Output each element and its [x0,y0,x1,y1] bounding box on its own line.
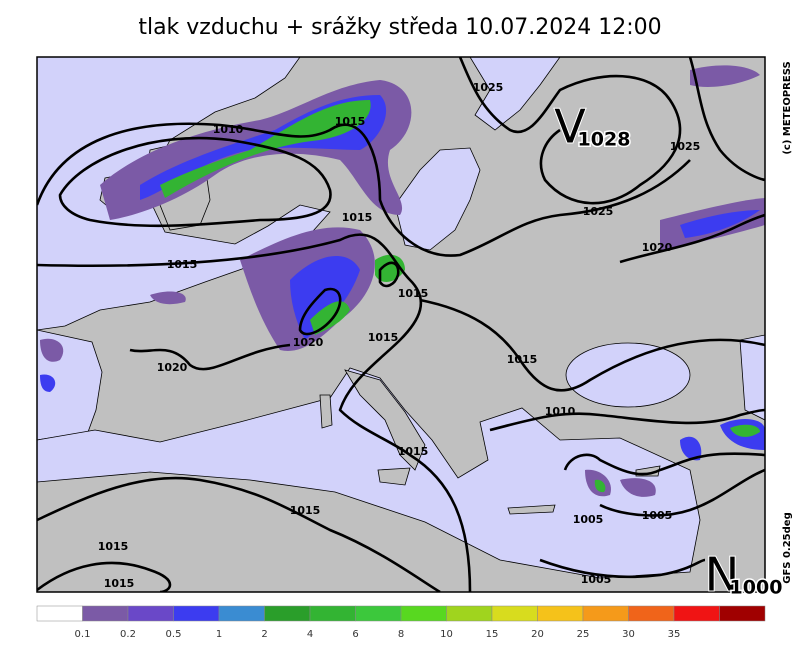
isobar-label: 1015 [98,540,129,553]
colorbar-swatch [36,605,83,622]
colorbar: 0.1 0.2 0.5 1 2 4 6 8 10 15 20 25 30 35 [36,605,766,640]
colorbar-swatch [673,605,720,622]
center-value: 1000 [730,577,783,599]
isobar-label: 1020 [642,241,673,254]
isobar-label: 1010 [545,405,576,418]
colorbar-label: 30 [622,629,635,640]
colorbar-swatch [491,605,538,622]
map-title: tlak vzduchu + srážky středa 10.07.2024 … [138,15,661,40]
colorbar-swatch [628,605,675,622]
isobar-labels: 1025 1015 1010 1025 1025 1015 1020 1015 1015 1015… [98,81,784,603]
isobar-label: 1015 [398,445,429,458]
colorbar-label: 0.5 [166,629,182,640]
colorbar-swatch [264,605,311,622]
colorbar-label: 10 [440,629,453,640]
isobar-label: 1010 [213,123,244,136]
colorbar-label: 0.1 [75,629,91,640]
isobar-label: 1005 [642,509,673,522]
isobar-label: 1015 [507,353,538,366]
isobar-label: 1005 [581,573,612,586]
isobar-label: 1015 [398,287,429,300]
colorbar-label: 2 [261,629,267,640]
colorbar-swatch [82,605,129,622]
colorbar-swatch [537,605,584,622]
isobar-label: 1020 [293,336,324,349]
credit: (c) METEOPRESS [782,61,793,154]
map-frame [36,56,766,593]
center-symbol: V [554,100,586,154]
colorbar-swatch [446,605,493,622]
colorbar-label: 35 [668,629,681,640]
colorbar-swatch [309,605,356,622]
isobar-label: 1015 [290,504,321,517]
isobar-label: 1015 [104,577,135,590]
map-area [37,57,765,592]
colorbar-swatch [355,605,402,622]
center-value: 1028 [578,129,631,151]
model-info: GFS 0.25deg [782,512,793,584]
colorbar-label: 4 [307,629,313,640]
isobar-label: 1005 [573,513,604,526]
colorbar-swatch [218,605,265,622]
isobar-label: 1025 [583,205,614,218]
colorbar-label: 8 [398,629,404,640]
colorbar-label: 25 [577,629,590,640]
colorbar-swatch [719,605,766,622]
colorbar-label: 15 [486,629,499,640]
colorbar-swatch [400,605,447,622]
colorbar-label: 20 [531,629,544,640]
colorbar-swatch [582,605,629,622]
isobar-label: 1015 [167,258,198,271]
colorbar-label: 6 [352,629,358,640]
isobar-label: 1015 [342,211,373,224]
isobar-label: 1015 [335,115,366,128]
colorbar-swatch [127,605,174,622]
colorbar-swatch [173,605,220,622]
isobar-label: 1025 [670,140,701,153]
colorbar-label: 1 [216,629,222,640]
center-symbol: N [705,548,739,602]
colorbar-label: 0.2 [120,629,136,640]
isobar-label: 1020 [157,361,188,374]
isobar-label: 1025 [473,81,504,94]
isobar-label: 1015 [368,331,399,344]
isobars [37,57,765,592]
